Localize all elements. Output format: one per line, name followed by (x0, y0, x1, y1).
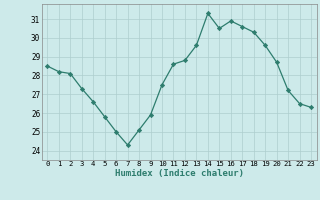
X-axis label: Humidex (Indice chaleur): Humidex (Indice chaleur) (115, 169, 244, 178)
